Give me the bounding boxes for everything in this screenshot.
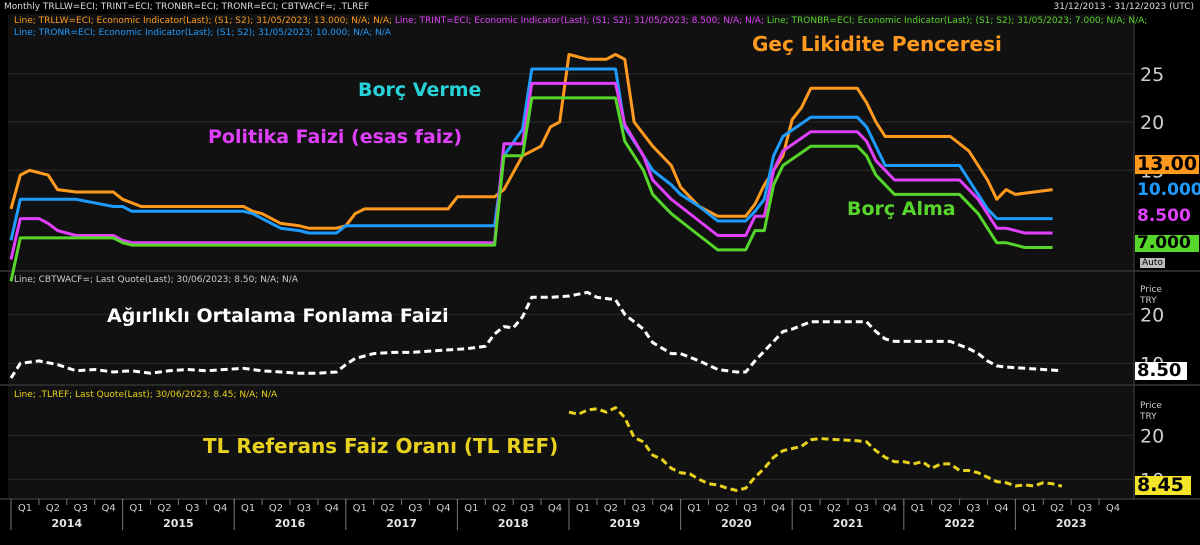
y-tick-label: 25 xyxy=(1140,64,1164,86)
date-range: 31/12/2013 - 31/12/2023 (UTC) xyxy=(1053,2,1194,12)
last-value-badge-trint: 8.500 xyxy=(1135,208,1199,225)
x-year-label: 2021 xyxy=(833,517,864,530)
annotation-tronr: Borç Verme xyxy=(358,79,482,101)
x-tick-label: Q2 xyxy=(1050,503,1064,514)
x-tick-label: Q3 xyxy=(855,503,869,514)
x-tick-label: Q2 xyxy=(827,503,841,514)
y-tick-label: 20 xyxy=(1140,112,1164,134)
x-tick-label: Q2 xyxy=(604,503,618,514)
legend-cbtwacf: Line; CBTWACF=; Last Quote(Last); 30/06/… xyxy=(14,275,298,285)
legend-tronbr: Line; TRONBR=ECI; Economic Indicator(Las… xyxy=(766,16,1148,26)
legend-row: Line; TRLLW=ECI; Economic Indicator(Last… xyxy=(14,16,1147,26)
x-tick-label: Q2 xyxy=(939,503,953,514)
bottom-plot-area xyxy=(8,386,1134,498)
x-tick-label: Q4 xyxy=(660,503,674,514)
last-value-badge-trllw: 13.00 xyxy=(1135,153,1199,175)
currency-caption: TRY xyxy=(1140,412,1157,422)
annotation-trllw: Geç Likidite Penceresi xyxy=(752,32,1002,56)
x-year-label: 2017 xyxy=(386,517,417,530)
x-tick-label: Q4 xyxy=(994,503,1008,514)
x-year-label: 2016 xyxy=(275,517,306,530)
x-tick-label: Q4 xyxy=(102,503,116,514)
legend-tlref: Line; .TLREF; Last Quote(Last); 30/06/20… xyxy=(14,390,278,400)
x-tick-label: Q3 xyxy=(520,503,534,514)
x-year-label: 2015 xyxy=(163,517,194,530)
series-line-cbtwacf xyxy=(9,290,1063,379)
x-tick-label: Q1 xyxy=(464,503,478,514)
x-tick-label: Q1 xyxy=(241,503,255,514)
x-tick-label: Q3 xyxy=(408,503,422,514)
y-tick-label: 20 xyxy=(1140,425,1164,447)
price-caption: Price xyxy=(1140,401,1162,411)
x-tick-label: Q1 xyxy=(911,503,925,514)
x-tick-label: Q3 xyxy=(632,503,646,514)
x-year-label: 2014 xyxy=(51,517,82,530)
legend-trint: Line; TRINT=ECI; Economic Indicator(Last… xyxy=(394,16,764,26)
series-layer xyxy=(9,53,1063,492)
series-line-trint xyxy=(9,81,1053,260)
x-tick-label: Q1 xyxy=(353,503,367,514)
x-tick-label: Q1 xyxy=(18,503,32,514)
x-tick-label: Q2 xyxy=(269,503,283,514)
x-tick-label: Q2 xyxy=(715,503,729,514)
x-year-label: 2019 xyxy=(609,517,640,530)
x-year-label: 2023 xyxy=(1056,517,1087,530)
x-tick-label: Q3 xyxy=(297,503,311,514)
last-value-badge-cbtwacf: 8.50 xyxy=(1135,362,1187,380)
x-tick-label: Q3 xyxy=(966,503,980,514)
x-tick-label: Q3 xyxy=(185,503,199,514)
legend-tronr: Line; TRONR=ECI; Economic Indicator(Last… xyxy=(14,28,391,38)
x-tick-label: Q2 xyxy=(381,503,395,514)
x-year-label: 2020 xyxy=(721,517,752,530)
x-tick-label: Q2 xyxy=(157,503,171,514)
auto-scale-button[interactable]: Auto xyxy=(1140,258,1165,268)
x-tick-label: Q1 xyxy=(129,503,143,514)
x-tick-label: Q4 xyxy=(883,503,897,514)
x-tick-label: Q2 xyxy=(492,503,506,514)
x-tick-label: Q2 xyxy=(46,503,60,514)
annotation-tlref: TL Referans Faiz Oranı (TL REF) xyxy=(203,434,559,458)
annotation-trint: Politika Faizi (esas faiz) xyxy=(208,126,463,148)
x-tick-label: Q3 xyxy=(1078,503,1092,514)
annotation-cbtwacf: Ağırlıklı Ortalama Fonlama Faizi xyxy=(107,305,449,327)
chart-title: Monthly TRLLW=ECI; TRINT=ECI; TRONBR=ECI… xyxy=(4,2,370,12)
x-tick-label: Q3 xyxy=(74,503,88,514)
x-tick-label: Q4 xyxy=(548,503,562,514)
last-value-badge-tlref: 8.45 xyxy=(1135,476,1191,495)
last-value-badge-tronbr: 7.000 xyxy=(1135,235,1199,252)
series-line-tlref xyxy=(568,406,1063,492)
top-plot-area xyxy=(8,14,1134,270)
middle-plot-area xyxy=(8,272,1134,384)
gridlines xyxy=(8,73,1134,480)
x-tick-label: Q1 xyxy=(1022,503,1036,514)
price-caption: Price xyxy=(1140,285,1162,295)
series-line-trllw xyxy=(9,53,1053,230)
currency-caption: TRY xyxy=(1140,296,1157,306)
x-year-label: 2022 xyxy=(944,517,975,530)
x-tick-label: Q4 xyxy=(325,503,339,514)
series-line-tronbr xyxy=(9,96,1053,282)
x-tick-label: Q1 xyxy=(687,503,701,514)
x-tick-label: Q4 xyxy=(1106,503,1120,514)
x-tick-label: Q4 xyxy=(213,503,227,514)
x-tick-label: Q3 xyxy=(743,503,757,514)
legend-trllw: Line; TRLLW=ECI; Economic Indicator(Last… xyxy=(14,16,393,26)
legend-row: Line; TRONR=ECI; Economic Indicator(Last… xyxy=(14,28,391,38)
x-tick-label: Q4 xyxy=(771,503,785,514)
annotation-tronbr: Borç Alma xyxy=(847,198,956,220)
last-value-badge-tronr: 10.000 xyxy=(1135,180,1200,200)
x-axis: Q1 Q2 Q3 Q4 Q1 Q2 Q3 Q4 Q1 Q2 Q3 Q4 Q1 Q2 Q3 Q4 Q1 Q2 Q3 Q4… xyxy=(10,499,1120,530)
x-tick-label: Q1 xyxy=(576,503,590,514)
x-tick-label: Q1 xyxy=(799,503,813,514)
x-tick-label: Q4 xyxy=(436,503,450,514)
x-year-label: 2018 xyxy=(498,517,529,530)
y-tick-label: 20 xyxy=(1140,304,1164,326)
